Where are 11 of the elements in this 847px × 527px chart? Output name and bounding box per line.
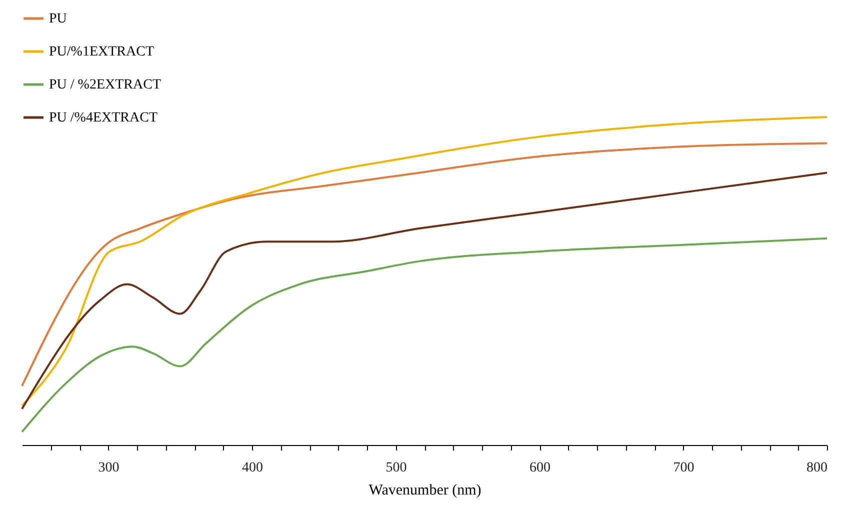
x-tick-label: 700: [673, 460, 694, 476]
legend-label: PU / %2EXTRACT: [49, 78, 162, 92]
x-axis-title: Wavenumber (nm): [368, 482, 482, 498]
legend-label: PU /%4EXTRACT: [49, 110, 158, 126]
legend-label: PU/%1EXTRACT: [49, 44, 154, 60]
x-tick-label: 600: [530, 460, 550, 476]
x-tick-label: 300: [98, 460, 120, 476]
x-tick-label: 800: [806, 460, 828, 476]
legend-label: PU: [49, 12, 67, 26]
x-tick-label: 400: [242, 460, 263, 476]
x-tick-label: 500: [386, 460, 407, 476]
